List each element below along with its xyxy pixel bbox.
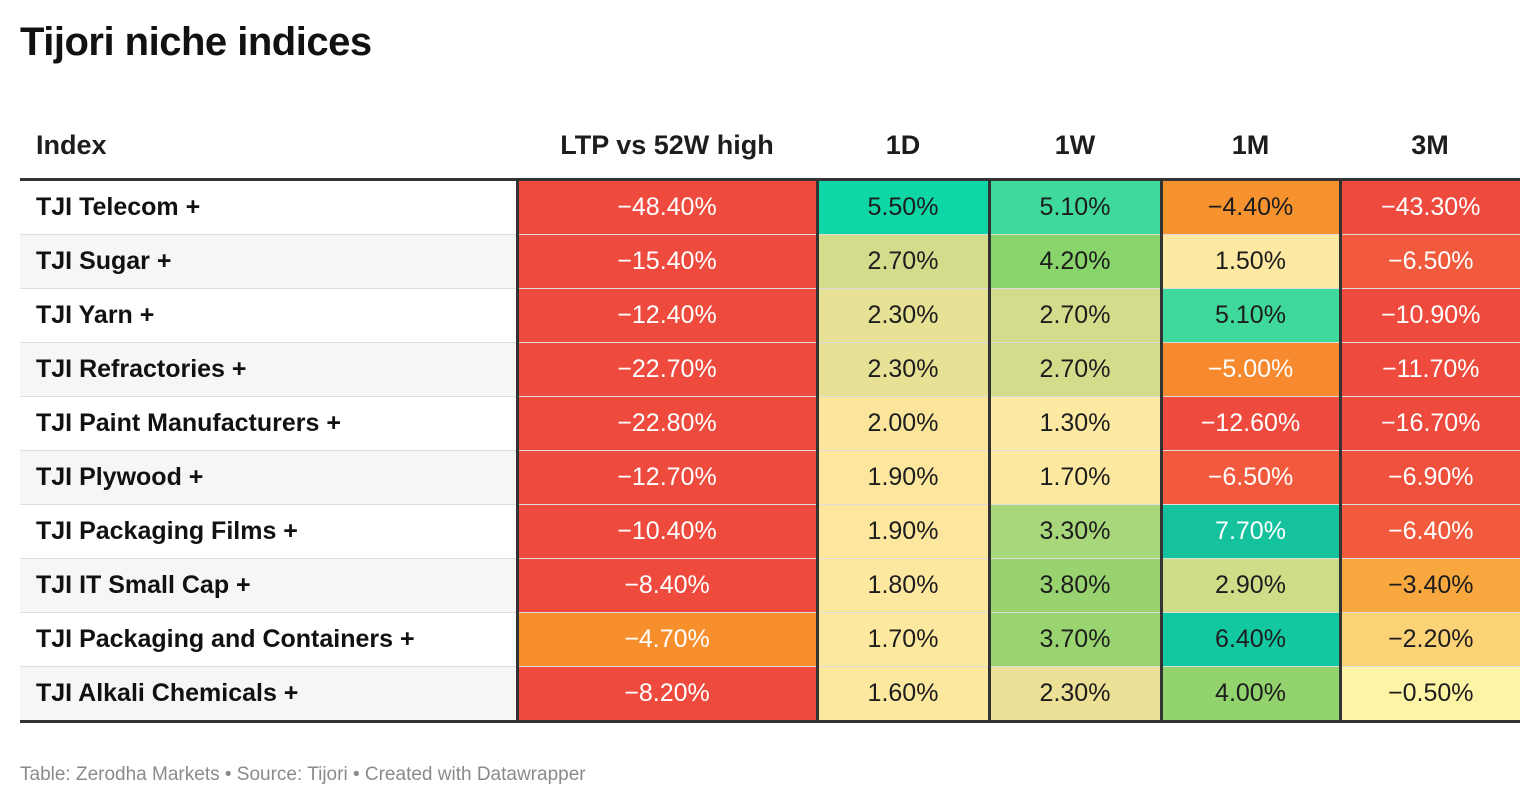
index-name-cell: TJI IT Small Cap + (20, 558, 517, 613)
value-cell-3m: −3.40% (1338, 558, 1520, 613)
value-cell-1d: 1.80% (815, 558, 989, 613)
column-header-1w[interactable]: 1W (989, 112, 1161, 181)
value-cell-1m: 1.50% (1159, 234, 1340, 289)
index-name-cell: TJI Plywood + (20, 450, 517, 505)
table-row: TJI Plywood + −12.70% 1.90% 1.70% −6.50% −6.9… (20, 450, 1520, 505)
index-name-cell: TJI Paint Manufacturers + (20, 396, 517, 451)
table-row: TJI Packaging Films + −10.40% 1.90% 3.30% 7.… (20, 504, 1520, 559)
table-row: TJI Alkali Chemicals + −8.20% 1.60% 2.30% 4.… (20, 666, 1520, 723)
value-cell-1w: 2.70% (987, 288, 1161, 343)
column-header-1m[interactable]: 1M (1161, 112, 1340, 181)
value-cell-ltp-vs-52w-high: −10.40% (515, 504, 817, 559)
value-cell-ltp-vs-52w-high: −48.40% (515, 179, 817, 235)
value-cell-ltp-vs-52w-high: −4.70% (515, 612, 817, 667)
table-row: TJI Refractories + −22.70% 2.30% 2.70% −5.00… (20, 342, 1520, 397)
value-cell-1m: 7.70% (1159, 504, 1340, 559)
column-header-index[interactable]: Index (20, 112, 517, 181)
value-cell-3m: −11.70% (1338, 342, 1520, 397)
value-cell-1w: 2.70% (987, 342, 1161, 397)
value-cell-1w: 1.70% (987, 450, 1161, 505)
value-cell-1w: 1.30% (987, 396, 1161, 451)
value-cell-1m: −12.60% (1159, 396, 1340, 451)
value-cell-1m: 5.10% (1159, 288, 1340, 343)
index-name-cell: TJI Alkali Chemicals + (20, 666, 517, 723)
value-cell-3m: −6.40% (1338, 504, 1520, 559)
footer-credit: Table: Zerodha Markets • Source: Tijori … (20, 764, 586, 785)
index-name-cell: TJI Telecom + (20, 179, 517, 235)
value-cell-3m: −6.90% (1338, 450, 1520, 505)
value-cell-1m: 4.00% (1159, 666, 1340, 723)
value-cell-1m: 6.40% (1159, 612, 1340, 667)
table-header-row: Index LTP vs 52W high 1D 1W 1M 3M (20, 112, 1520, 181)
value-cell-ltp-vs-52w-high: −22.70% (515, 342, 817, 397)
indices-table: Index LTP vs 52W high 1D 1W 1M 3M TJI Te… (20, 112, 1520, 723)
value-cell-ltp-vs-52w-high: −8.40% (515, 558, 817, 613)
value-cell-1d: 1.90% (815, 450, 989, 505)
value-cell-3m: −10.90% (1338, 288, 1520, 343)
value-cell-3m: −43.30% (1338, 179, 1520, 235)
value-cell-1m: 2.90% (1159, 558, 1340, 613)
value-cell-1w: 3.80% (987, 558, 1161, 613)
index-name-cell: TJI Yarn + (20, 288, 517, 343)
value-cell-3m: −16.70% (1338, 396, 1520, 451)
value-cell-ltp-vs-52w-high: −8.20% (515, 666, 817, 723)
table-body: TJI Telecom + −48.40% 5.50% 5.10% −4.40% −43.… (20, 179, 1520, 723)
column-header-ltp-vs-52w-high[interactable]: LTP vs 52W high (517, 112, 817, 181)
value-cell-ltp-vs-52w-high: −12.40% (515, 288, 817, 343)
value-cell-1d: 2.00% (815, 396, 989, 451)
index-name-cell: TJI Refractories + (20, 342, 517, 397)
heatmap-table-container: Index LTP vs 52W high 1D 1W 1M 3M TJI Te… (20, 112, 1520, 723)
value-cell-1d: 1.90% (815, 504, 989, 559)
table-row: TJI Yarn + −12.40% 2.30% 2.70% 5.10% −10.90% (20, 288, 1520, 343)
value-cell-1w: 3.30% (987, 504, 1161, 559)
value-cell-1d: 1.70% (815, 612, 989, 667)
column-header-1d[interactable]: 1D (817, 112, 989, 181)
value-cell-1w: 5.10% (987, 179, 1161, 235)
value-cell-1d: 1.60% (815, 666, 989, 723)
value-cell-1d: 2.30% (815, 342, 989, 397)
value-cell-ltp-vs-52w-high: −22.80% (515, 396, 817, 451)
index-name-cell: TJI Sugar + (20, 234, 517, 289)
table-row: TJI Telecom + −48.40% 5.50% 5.10% −4.40% −43.… (20, 179, 1520, 235)
value-cell-1w: 2.30% (987, 666, 1161, 723)
table-row: TJI IT Small Cap + −8.40% 1.80% 3.80% 2.90% −… (20, 558, 1520, 613)
value-cell-3m: −0.50% (1338, 666, 1520, 723)
value-cell-1m: −5.00% (1159, 342, 1340, 397)
table-row: TJI Packaging and Containers + −4.70% 1.70… (20, 612, 1520, 667)
value-cell-1d: 2.30% (815, 288, 989, 343)
value-cell-3m: −6.50% (1338, 234, 1520, 289)
value-cell-ltp-vs-52w-high: −12.70% (515, 450, 817, 505)
table-row: TJI Sugar + −15.40% 2.70% 4.20% 1.50% −6.50% (20, 234, 1520, 289)
index-name-cell: TJI Packaging and Containers + (20, 612, 517, 667)
value-cell-1d: 5.50% (815, 179, 989, 235)
value-cell-1w: 4.20% (987, 234, 1161, 289)
value-cell-1m: −4.40% (1159, 179, 1340, 235)
value-cell-3m: −2.20% (1338, 612, 1520, 667)
index-name-cell: TJI Packaging Films + (20, 504, 517, 559)
chart-title: Tijori niche indices (20, 20, 372, 64)
value-cell-1m: −6.50% (1159, 450, 1340, 505)
value-cell-ltp-vs-52w-high: −15.40% (515, 234, 817, 289)
table-row: TJI Paint Manufacturers + −22.80% 2.00% 1.3… (20, 396, 1520, 451)
value-cell-1d: 2.70% (815, 234, 989, 289)
column-header-3m[interactable]: 3M (1340, 112, 1520, 181)
value-cell-1w: 3.70% (987, 612, 1161, 667)
